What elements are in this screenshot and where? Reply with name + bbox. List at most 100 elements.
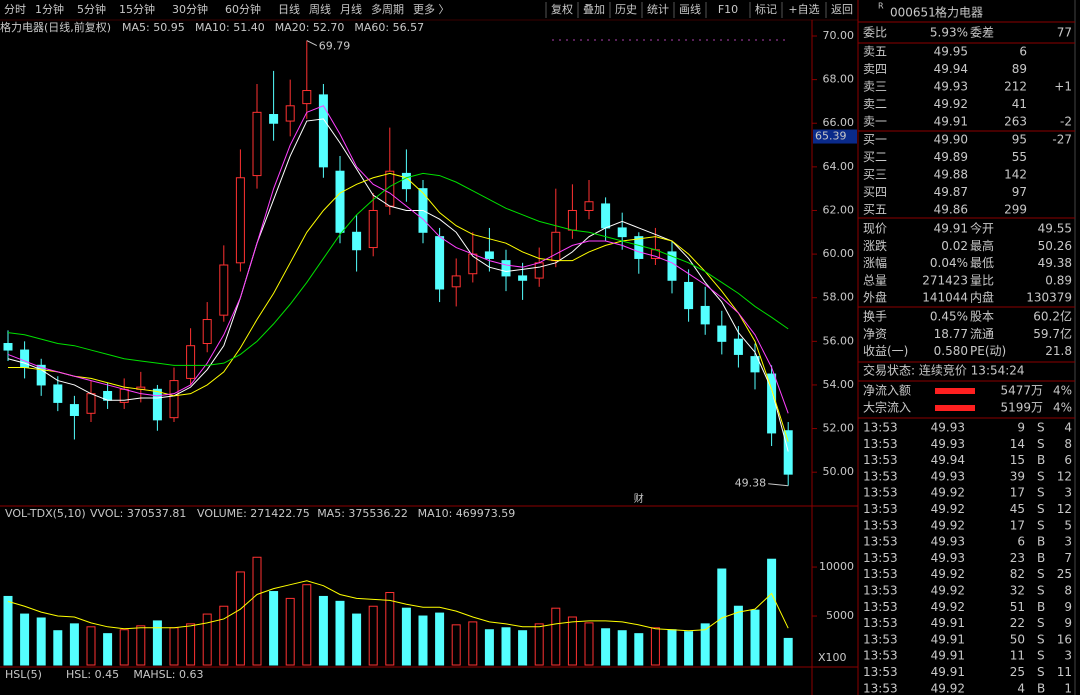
candle-body [667, 251, 677, 281]
level-price: 49.92 [934, 97, 968, 111]
level-label: 卖一 [863, 115, 887, 129]
info-value: 0.89 [1045, 273, 1072, 287]
candle-body [86, 393, 96, 414]
stock-code: 000651 [890, 6, 936, 20]
vol-bar [53, 630, 63, 666]
vol-bar [169, 627, 179, 666]
btn-period[interactable]: 5分钟 [77, 2, 106, 16]
btn-period[interactable]: 60分钟 [225, 2, 261, 16]
trade-count: 3 [1064, 649, 1072, 663]
trade-volume: 25 [1010, 665, 1025, 679]
vol-bar [69, 623, 79, 666]
trade-time: 13:53 [863, 551, 898, 565]
candle-body [584, 201, 594, 211]
info-label: 外盘 [863, 290, 887, 305]
trade-time: 13:53 [863, 421, 898, 435]
info-label: 股本 [970, 310, 994, 324]
trade-status: 交易状态: 连续竞价 13:54:24 [863, 363, 1025, 378]
info-label: 涨跌 [863, 238, 887, 253]
candle-body [252, 111, 262, 177]
vol-bar [700, 623, 710, 666]
level-volume: 55 [1012, 150, 1027, 164]
btn-period[interactable]: 多周期 [371, 2, 404, 16]
btn-tool[interactable]: 标记 [755, 2, 777, 16]
level-change: +1 [1054, 80, 1072, 94]
y-tick-label: 68.00 [823, 73, 855, 86]
candle-body [186, 345, 196, 379]
btn-tool[interactable]: 统计 [647, 3, 669, 16]
btn-period[interactable]: 分时 [4, 3, 26, 16]
flow-bar [935, 405, 975, 411]
vol-bar [335, 600, 345, 666]
flow-pct: 4% [1053, 384, 1072, 398]
vol-bar [235, 571, 245, 666]
btn-period[interactable]: 1分钟 [35, 2, 64, 16]
trade-side: S [1037, 665, 1045, 679]
trade-count: 11 [1057, 665, 1072, 679]
btn-tool[interactable]: +自选 [788, 3, 819, 16]
trade-time: 13:53 [863, 665, 898, 679]
trade-volume: 32 [1010, 584, 1025, 598]
trade-price: 49.93 [931, 437, 965, 451]
y-tick-label: 54.00 [823, 378, 855, 391]
info-value: 60.2亿 [1033, 309, 1072, 324]
trade-price: 49.93 [931, 551, 965, 565]
vol-bar [601, 628, 611, 666]
info-value: 21.8 [1045, 344, 1072, 358]
btn-period[interactable]: 30分钟 [172, 2, 208, 16]
vol-label: MA10: 469973.59 [418, 507, 516, 520]
y-tick-label: 62.00 [823, 203, 855, 216]
vol-bar [219, 605, 229, 666]
ma-line [7, 172, 789, 366]
vol-tick-label: 5000 [826, 609, 854, 622]
trade-price: 49.92 [931, 681, 965, 695]
trade-price: 49.91 [931, 665, 965, 679]
btn-tool[interactable]: 返回 [831, 3, 853, 16]
vol-label: VOLUME: 271422.75 [197, 507, 310, 520]
level-volume: 263 [1004, 115, 1027, 129]
vol-bar [36, 617, 46, 666]
trade-price: 49.92 [931, 486, 965, 500]
trade-time: 13:53 [863, 502, 898, 516]
btn-period[interactable]: 日线 [278, 2, 300, 16]
btn-period[interactable]: 15分钟 [119, 2, 155, 16]
hsl-label: HSL: 0.45 [66, 668, 119, 681]
candle-body [352, 231, 362, 251]
vol-bar [518, 630, 528, 666]
info-value: 130379 [1026, 291, 1072, 305]
vol-bar [650, 627, 660, 666]
btn-tool[interactable]: 画线 [679, 2, 701, 16]
ma-label: MA5: 50.95 [122, 21, 185, 34]
btn-period[interactable]: 周线 [309, 2, 331, 16]
trade-price: 49.93 [931, 535, 965, 549]
ratio-label: 委比 [863, 26, 887, 40]
candle-body [617, 227, 627, 238]
candle-body [601, 203, 611, 229]
btn-tool[interactable]: 复权 [551, 2, 573, 16]
y-tick-label: 52.00 [823, 422, 855, 435]
vol-bar [3, 595, 13, 666]
y-tick-label: 56.00 [823, 334, 855, 347]
ratio-value: 5.93% [930, 26, 968, 40]
trade-count: 3 [1064, 535, 1072, 549]
btn-tool[interactable]: 历史 [615, 3, 637, 16]
vol-bar [667, 629, 677, 666]
info-label: 收益(一) [863, 344, 908, 358]
level-price: 49.91 [934, 115, 968, 129]
btn-tool[interactable]: F10 [718, 3, 738, 16]
trade-volume: 6 [1017, 535, 1025, 549]
ma-line [8, 172, 789, 442]
btn-tool[interactable]: 叠加 [583, 3, 605, 16]
info-value: 59.7亿 [1033, 326, 1072, 341]
vol-bar [451, 624, 461, 666]
trade-volume: 45 [1010, 502, 1025, 516]
info-value: 271423 [922, 273, 968, 287]
btn-period[interactable]: 更多 〉 [413, 2, 450, 16]
trade-time: 13:53 [863, 437, 898, 451]
trade-volume: 82 [1010, 567, 1025, 581]
stock-name: 格力电器 [935, 5, 983, 20]
btn-period[interactable]: 月线 [340, 2, 362, 16]
y-tick-label: 58.00 [823, 291, 855, 304]
